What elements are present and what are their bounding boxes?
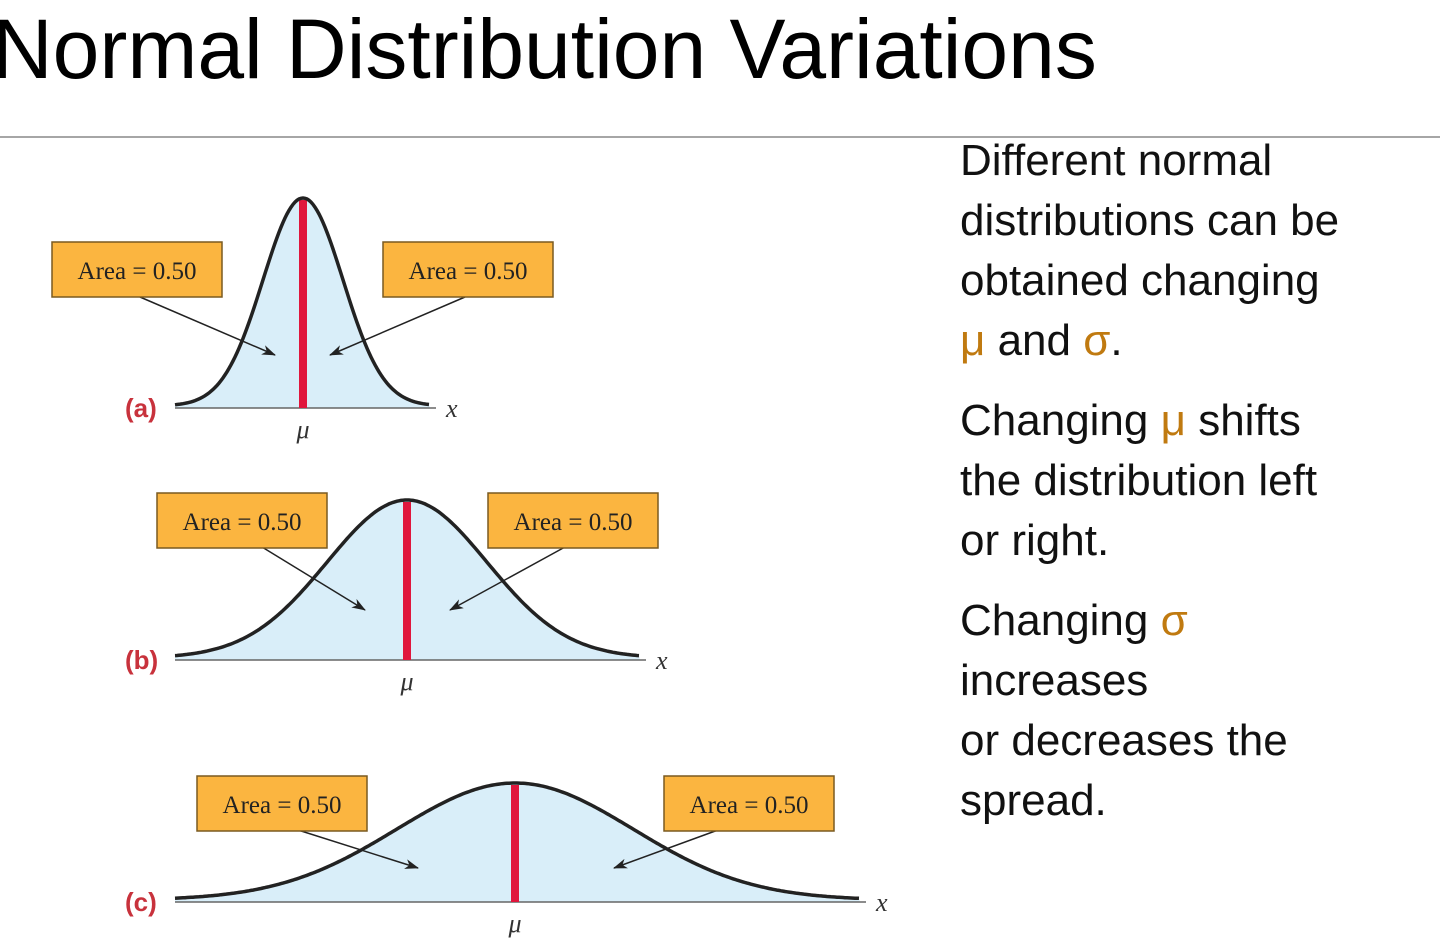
text-line: or decreases the xyxy=(960,716,1288,765)
area-label: Area = 0.50 xyxy=(183,509,302,536)
curve xyxy=(174,781,860,901)
panel-label: (a) xyxy=(125,393,157,423)
text-run: or decreases the xyxy=(960,716,1288,765)
arrow xyxy=(613,829,719,869)
highlight: μ xyxy=(960,316,985,365)
figure: (a) μ x Area = 0.50 Area = 0.50 (b) μ x Area = 0… xyxy=(51,196,888,938)
text-line: Changing μ shifts xyxy=(960,396,1301,445)
text-line: μ and σ. xyxy=(960,316,1123,365)
text-line: Changing σ xyxy=(960,596,1188,645)
text-line: Different normal xyxy=(960,136,1272,185)
axis-label: x xyxy=(655,646,668,675)
arrow xyxy=(449,546,566,611)
highlight: μ xyxy=(1161,396,1186,445)
text-line: distributions can be xyxy=(960,196,1339,245)
text-run: . xyxy=(1110,316,1122,365)
text-run: Changing xyxy=(960,396,1161,445)
text-line: or right. xyxy=(960,516,1109,565)
arrow xyxy=(261,546,366,611)
area-box xyxy=(51,241,223,298)
slide-title: Normal Distribution Variations xyxy=(0,2,1097,96)
mean-label: μ xyxy=(507,909,521,938)
text-line: obtained changing xyxy=(960,256,1320,305)
curve xyxy=(174,196,430,407)
text-run: or right. xyxy=(960,516,1109,565)
area-label: Area = 0.50 xyxy=(690,792,809,819)
area-box xyxy=(487,492,659,549)
panel-label: (c) xyxy=(125,887,157,917)
panel-label: (b) xyxy=(125,645,158,675)
text-run: and xyxy=(985,316,1083,365)
text-run: obtained changing xyxy=(960,256,1320,305)
axis-label: x xyxy=(875,888,888,917)
area-box xyxy=(196,775,368,832)
text-run: shifts xyxy=(1186,396,1301,445)
mean-label: μ xyxy=(399,667,413,696)
text-run: distributions can be xyxy=(960,196,1339,245)
text-line: the distribution left xyxy=(960,456,1317,505)
curve xyxy=(174,498,640,658)
text-run: increases xyxy=(960,656,1148,705)
text-run: Changing xyxy=(960,596,1161,645)
area-label: Area = 0.50 xyxy=(78,258,197,285)
area-label: Area = 0.50 xyxy=(514,509,633,536)
text-line: increases xyxy=(960,656,1148,705)
highlight: σ xyxy=(1161,596,1188,645)
text-run: the distribution left xyxy=(960,456,1317,505)
area-box xyxy=(156,492,328,549)
area-box xyxy=(663,775,835,832)
text-block: Different normal distributions can be obta… xyxy=(960,136,1339,825)
area-box xyxy=(382,241,554,298)
arrow xyxy=(139,296,276,356)
text-run: Different normal xyxy=(960,136,1272,185)
text-line: spread. xyxy=(960,776,1107,825)
area-label: Area = 0.50 xyxy=(223,792,342,819)
mean-label: μ xyxy=(295,415,309,444)
arrow xyxy=(297,829,419,869)
highlight: σ xyxy=(1083,316,1110,365)
axis-label: x xyxy=(445,394,458,423)
area-label: Area = 0.50 xyxy=(409,258,528,285)
text-run: spread. xyxy=(960,776,1107,825)
arrow xyxy=(329,296,466,356)
